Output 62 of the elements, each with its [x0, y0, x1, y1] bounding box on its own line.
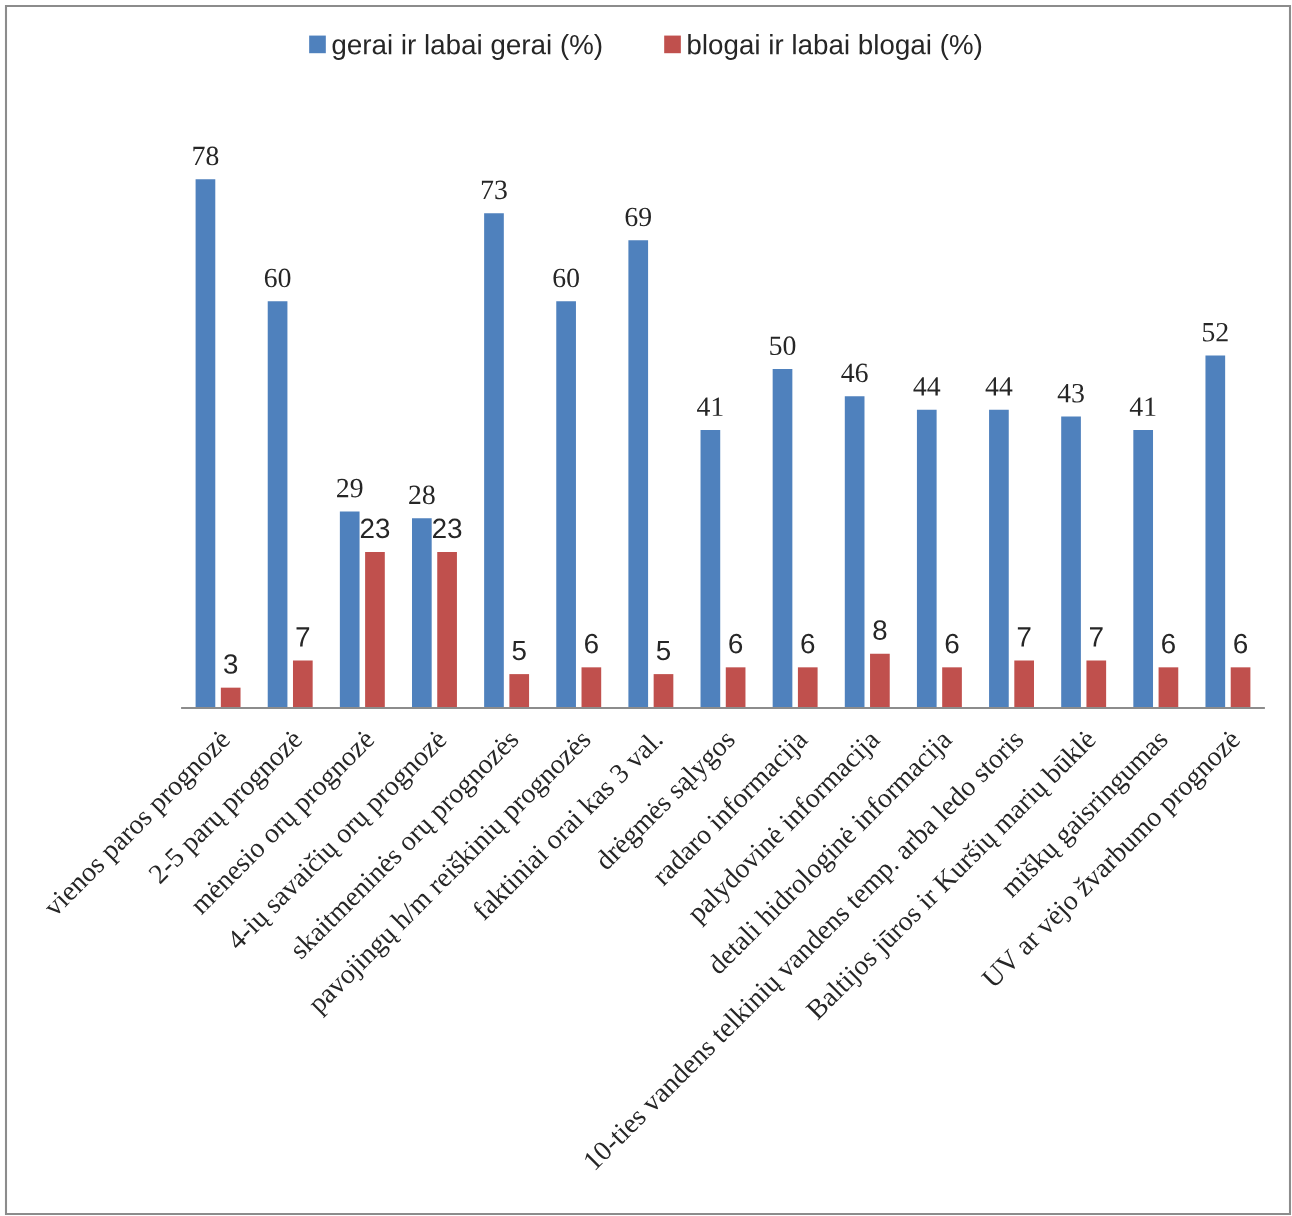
data-label: 6	[1162, 633, 1175, 654]
data-label: 5	[656, 640, 671, 661]
data-label: 6	[1234, 633, 1248, 654]
bar	[772, 369, 793, 708]
bar	[700, 430, 721, 708]
legend-label: blogai ir labai blogai (%)	[688, 34, 982, 60]
data-label: 41	[697, 397, 723, 416]
bar	[220, 687, 241, 708]
bar	[844, 396, 865, 708]
bar	[1230, 667, 1251, 708]
bar	[916, 409, 937, 708]
data-label: 6	[945, 633, 959, 654]
data-label: 73	[481, 180, 507, 200]
data-label: 44	[985, 377, 1013, 396]
bar	[942, 667, 962, 708]
data-label: 7	[1089, 627, 1103, 647]
bar	[509, 674, 530, 708]
bar	[581, 667, 602, 708]
bar	[1205, 355, 1226, 708]
bar	[989, 409, 1009, 708]
bar	[628, 240, 649, 708]
data-label: 5	[512, 640, 526, 661]
data-label: 78	[193, 146, 219, 166]
bar	[437, 552, 457, 708]
data-label: 60	[553, 268, 579, 288]
data-label: 44	[913, 377, 941, 396]
legend-label: gerai ir labai gerai (%)	[332, 34, 602, 60]
bar	[1086, 660, 1107, 708]
data-label: 28	[409, 485, 435, 505]
bar	[339, 511, 360, 708]
bar	[870, 653, 890, 708]
data-label: 60	[264, 268, 291, 288]
data-label: 23	[360, 518, 390, 539]
data-label: 6	[729, 633, 743, 654]
bar	[725, 667, 746, 708]
data-label: 7	[296, 627, 310, 647]
bar	[412, 518, 432, 708]
bar	[365, 552, 385, 708]
data-label: 69	[625, 207, 651, 227]
bar	[484, 213, 504, 708]
bar	[556, 301, 576, 708]
data-label: 46	[841, 363, 868, 383]
data-label: 6	[801, 633, 815, 654]
bar	[653, 674, 674, 708]
bar	[195, 179, 216, 708]
bar	[292, 660, 313, 708]
data-label: 43	[1057, 383, 1084, 403]
bar	[1014, 660, 1034, 708]
data-label: 23	[433, 518, 462, 539]
data-label: 52	[1203, 322, 1228, 342]
data-label: 8	[873, 620, 887, 640]
bar	[1158, 667, 1179, 708]
data-label: 50	[770, 336, 796, 356]
data-label: 7	[1017, 627, 1031, 647]
data-label: 6	[585, 633, 598, 654]
data-label: 29	[337, 478, 363, 498]
bar	[797, 667, 818, 708]
bar	[1061, 416, 1081, 708]
bar	[267, 301, 288, 708]
data-label: 3	[224, 654, 238, 674]
data-label: 41	[1129, 397, 1156, 416]
bar	[1133, 430, 1154, 708]
